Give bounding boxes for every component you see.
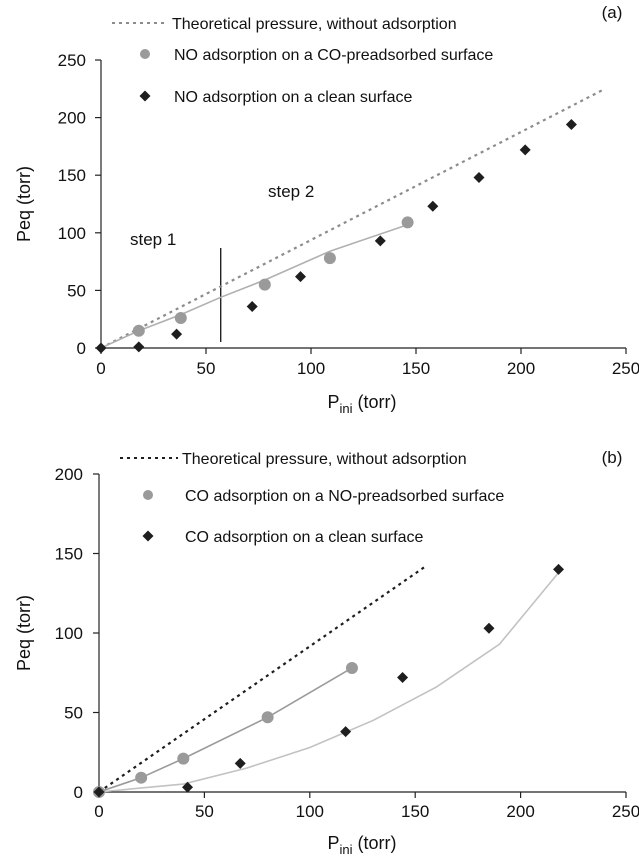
chart-panel-b: 0 50 100 150 200 0 50 100 150 200 250 Pini (torr) Pe… xyxy=(14,448,639,857)
data-point-diamond xyxy=(93,786,105,798)
data-point-diamond xyxy=(95,342,107,354)
fit-curve xyxy=(98,572,560,793)
data-point-circle xyxy=(401,216,414,229)
y-tick-label: 200 xyxy=(58,109,86,128)
y-tick-label: 100 xyxy=(55,624,83,643)
x-tick-label: 100 xyxy=(296,802,324,821)
data-point-circle xyxy=(323,252,336,265)
y-tick-label: 50 xyxy=(67,281,86,300)
legend-entry: NO adsorption on a clean surface xyxy=(174,89,412,106)
x-tick-label: 250 xyxy=(612,802,639,821)
data-point-diamond xyxy=(246,301,258,313)
x-axis-label: Pini (torr) xyxy=(327,392,396,416)
theoretical-pressure-line xyxy=(98,565,427,793)
y-tick-label: 0 xyxy=(77,339,86,358)
step-annotation: step 2 xyxy=(268,182,314,201)
legend-diamond-marker xyxy=(139,90,151,102)
data-point-diamond xyxy=(133,341,145,353)
chart-panel-a: 0 50 100 150 200 250 0 50 100 150 200 250 Pini (torr… xyxy=(14,3,639,416)
y-tick-label: 100 xyxy=(58,224,86,243)
data-point-circle xyxy=(132,324,145,337)
data-point-diamond xyxy=(171,328,183,340)
data-point-diamond xyxy=(473,172,485,184)
data-point-diamond xyxy=(374,235,386,247)
x-axis-label: Pini (torr) xyxy=(327,833,396,857)
x-tick-label: 250 xyxy=(612,359,639,378)
panel-label: (b) xyxy=(602,448,623,467)
data-point-circle xyxy=(135,771,148,784)
x-tick-label: 200 xyxy=(506,802,534,821)
x-tick-label: 150 xyxy=(401,802,429,821)
y-tick-label: 150 xyxy=(58,166,86,185)
theoretical-pressure-line xyxy=(100,87,606,349)
y-tick-label: 250 xyxy=(58,51,86,70)
data-point-diamond xyxy=(295,271,306,283)
data-point-circle xyxy=(345,661,358,674)
legend-circle-marker xyxy=(143,490,153,500)
legend-entry: CO adsorption on a NO-preadsorbed surfac… xyxy=(185,488,504,505)
data-point-diamond xyxy=(234,757,246,769)
data-point-diamond xyxy=(182,781,194,793)
data-point-diamond xyxy=(483,622,495,634)
x-tick-label: 200 xyxy=(507,359,535,378)
x-tick-label: 0 xyxy=(96,359,105,378)
data-point-circle xyxy=(258,278,271,291)
data-point-diamond xyxy=(553,563,565,575)
legend-entry: NO adsorption on a CO-preadsorbed surfac… xyxy=(174,47,493,64)
legend-entry: Theoretical pressure, without adsorption xyxy=(172,16,457,33)
legend-entry: CO adsorption on a clean surface xyxy=(185,529,423,546)
data-point-diamond xyxy=(565,119,577,131)
y-tick-label: 150 xyxy=(55,545,83,564)
y-tick-label: 200 xyxy=(55,465,83,484)
y-tick-label: 0 xyxy=(74,783,83,802)
y-axis-label: Peq (torr) xyxy=(14,166,34,242)
data-point-diamond xyxy=(397,672,409,684)
y-axis-label: Peq (torr) xyxy=(14,595,34,671)
x-tick-label: 150 xyxy=(402,359,430,378)
x-tick-label: 0 xyxy=(94,802,103,821)
data-point-diamond xyxy=(340,726,352,738)
legend-diamond-marker xyxy=(142,530,154,542)
data-point-circle xyxy=(177,752,190,765)
legend-circle-marker xyxy=(140,49,150,59)
panel-label: (a) xyxy=(602,3,623,22)
step-annotation: step 1 xyxy=(130,230,176,249)
x-tick-label: 50 xyxy=(197,359,216,378)
y-tick-label: 50 xyxy=(64,704,83,723)
data-point-circle xyxy=(261,711,274,724)
data-point-diamond xyxy=(519,144,531,156)
x-tick-label: 50 xyxy=(195,802,214,821)
data-point-circle xyxy=(174,312,187,325)
x-tick-label: 100 xyxy=(297,359,325,378)
legend-entry: Theoretical pressure, without adsorption xyxy=(182,451,467,468)
data-point-diamond xyxy=(427,200,439,212)
